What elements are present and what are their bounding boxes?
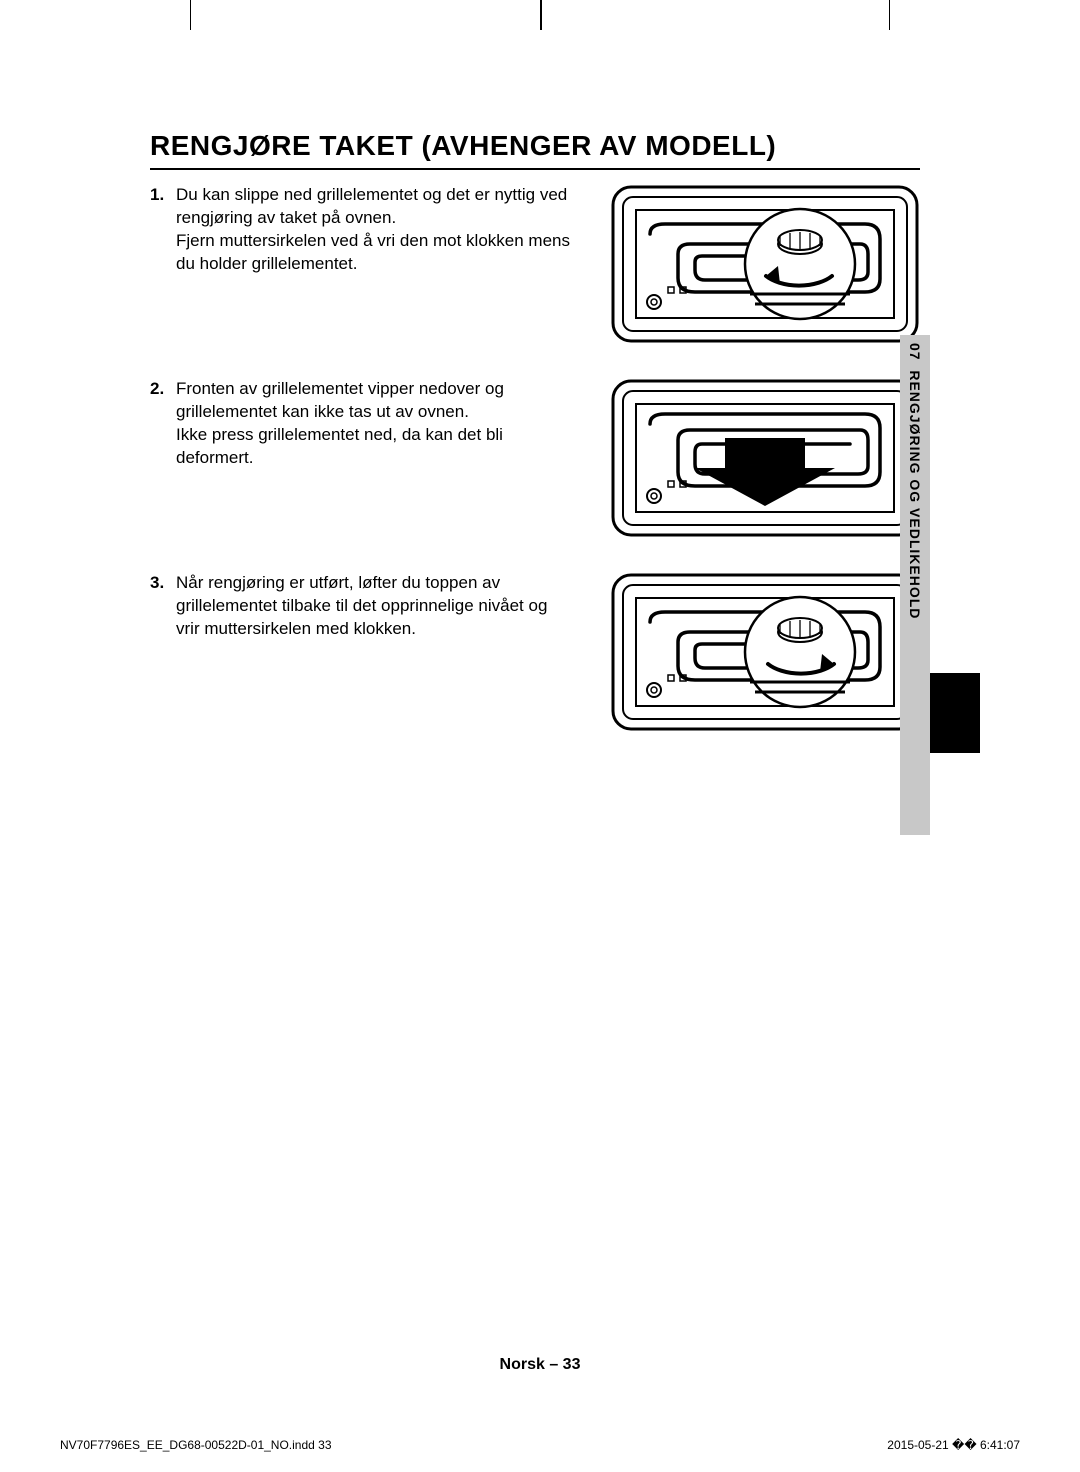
- print-metadata-line: NV70F7796ES_EE_DG68-00522D-01_NO.indd 33…: [60, 1438, 1020, 1452]
- oven-ceiling-diagram-cw: [610, 572, 920, 732]
- chapter-number: 07: [907, 343, 923, 361]
- print-timestamp: 2015-05-21 �� 6:41:07: [887, 1438, 1020, 1452]
- content-area: RENGJØRE TAKET (AVHENGER AV MODELL) 1. D…: [150, 130, 920, 766]
- step-text: 2. Fronten av grillelementet vipper nedo…: [150, 378, 570, 538]
- page-footer: Norsk – 33: [0, 1356, 1080, 1374]
- page-title: RENGJØRE TAKET (AVHENGER AV MODELL): [150, 130, 920, 170]
- step-row: 2. Fronten av grillelementet vipper nedo…: [150, 378, 920, 538]
- chapter-title: RENGJØRING OG VEDLIKEHOLD: [907, 370, 923, 619]
- step-number: 1.: [150, 184, 176, 344]
- step-figure-col: [588, 184, 920, 344]
- print-filename: NV70F7796ES_EE_DG68-00522D-01_NO.indd 33: [60, 1438, 332, 1452]
- step-row: 3. Når rengjøring er utført, løfter du t…: [150, 572, 920, 732]
- step-paragraph: Du kan slippe ned grillelementet og det …: [176, 184, 570, 344]
- step-figure-col: [588, 572, 920, 732]
- side-tab-black: [930, 673, 980, 753]
- footer-lang: Norsk: [500, 1356, 545, 1373]
- step-number: 3.: [150, 572, 176, 732]
- step-text: 1. Du kan slippe ned grillelementet og d…: [150, 184, 570, 344]
- crop-marks-top: [190, 0, 890, 30]
- step-text: 3. Når rengjøring er utført, løfter du t…: [150, 572, 570, 732]
- step-row: 1. Du kan slippe ned grillelementet og d…: [150, 184, 920, 344]
- footer-sep: –: [545, 1356, 563, 1373]
- step-number: 2.: [150, 378, 176, 538]
- oven-ceiling-diagram-tilt-down: [610, 378, 920, 538]
- oven-ceiling-diagram-ccw: [610, 184, 920, 344]
- chapter-label: 07 RENGJØRING OG VEDLIKEHOLD: [907, 343, 923, 619]
- footer-page: 33: [563, 1356, 581, 1373]
- step-figure-col: [588, 378, 920, 538]
- manual-page: RENGJØRE TAKET (AVHENGER AV MODELL) 1. D…: [0, 0, 1080, 1472]
- chapter-side-tab: 07 RENGJØRING OG VEDLIKEHOLD: [900, 335, 930, 835]
- step-paragraph: Når rengjøring er utført, løfter du topp…: [176, 572, 570, 732]
- step-paragraph: Fronten av grillelementet vipper nedover…: [176, 378, 570, 538]
